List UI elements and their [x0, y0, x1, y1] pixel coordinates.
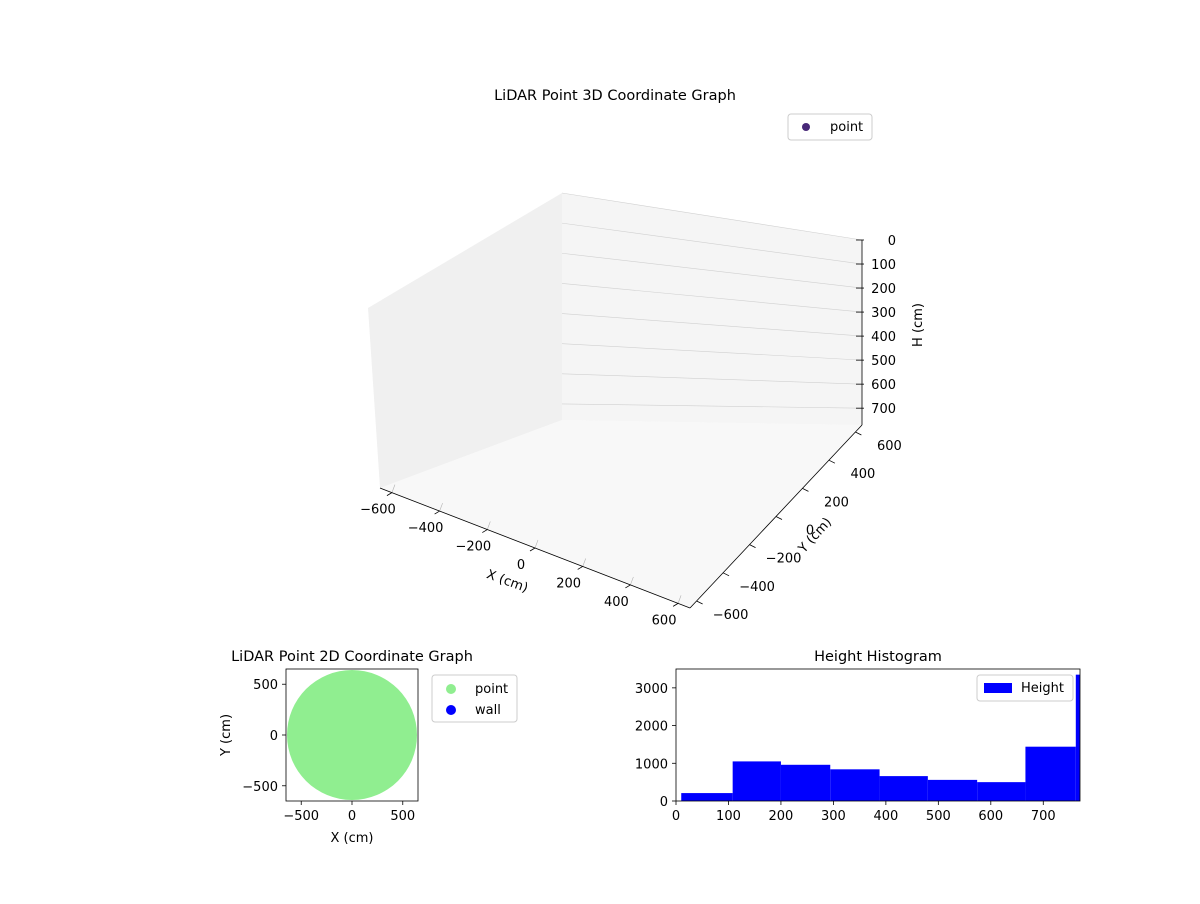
y-tick-label-hist: 1000	[635, 757, 668, 772]
histogram-bar	[780, 764, 831, 801]
x-tick-label-2d: 0	[348, 809, 356, 824]
x-tick-label: −400	[408, 521, 444, 536]
legend-3d: point	[787, 113, 873, 141]
y-tick-label-hist: 3000	[635, 682, 668, 697]
x-gridline	[439, 502, 443, 512]
x-tick-label-hist: 100	[716, 809, 741, 824]
chart-3d: LiDAR Point 3D Coordinate Graph −600 −400…	[360, 88, 926, 628]
y-tick-label: 400	[851, 467, 876, 482]
histogram-bar	[879, 776, 928, 801]
x-gridline	[677, 595, 682, 604]
x-gridline	[534, 539, 539, 549]
z-tick-label: 500	[871, 354, 896, 369]
y-tick-label-2d: 500	[253, 678, 278, 693]
y-tick-label: −200	[766, 552, 802, 567]
z-tick-label: 100	[871, 258, 896, 273]
x-tick-label: 600	[652, 613, 677, 628]
x-tick-label-2d: 500	[390, 809, 415, 824]
legend-wall-label-2d: wall	[475, 703, 501, 718]
chart-2d: LiDAR Point 2D Coordinate Graph −500 0 500…	[219, 649, 518, 846]
x-tick-label: 400	[604, 595, 629, 610]
chart-histogram: Height Histogram 0 100 200 300 400 500 600 7000…	[635, 649, 1081, 824]
y-tick-label-2d: −500	[242, 780, 278, 795]
legend-point-marker-2d	[446, 684, 456, 694]
legend-height-swatch	[984, 683, 1012, 693]
legend-point-label: point	[830, 120, 863, 135]
y-tick	[696, 600, 703, 605]
x-tick-label: −200	[455, 540, 491, 555]
x-tick	[482, 529, 488, 533]
x-tick-label-hist: 600	[978, 809, 1003, 824]
histogram-bar	[681, 793, 733, 801]
histogram-frame	[675, 668, 1081, 802]
x-tick-label-2d: −500	[283, 809, 319, 824]
z-tick-label: 400	[871, 330, 896, 345]
plot-2d-area: −500 0 500 −500 0 500	[242, 668, 419, 824]
wall-point-columns	[410, 197, 790, 533]
histogram-bar	[732, 761, 781, 801]
histogram-bar	[1025, 746, 1076, 801]
z-tick-label: 600	[871, 378, 896, 393]
y-tick	[722, 572, 730, 577]
y-axis-label: Y (cm)	[795, 515, 835, 557]
x-tick	[672, 603, 679, 607]
y-tick-label-2d: 0	[270, 729, 278, 744]
y-tick-label: 0	[806, 524, 814, 539]
y-tick-label: −400	[739, 580, 775, 595]
x-tick-label-hist: 0	[672, 809, 680, 824]
z-axis-label: H (cm)	[911, 303, 926, 347]
legend-wall-marker-2d	[446, 705, 456, 715]
histogram-plot-area: 0 100 200 300 400 500 600 700 0 1000 2000 3000	[635, 668, 1081, 824]
x-tick-label-hist: 700	[1031, 809, 1056, 824]
x-tick	[625, 584, 631, 589]
histogram-bar	[1075, 674, 1080, 801]
histogram-bar	[927, 779, 978, 801]
x-tick	[577, 566, 583, 570]
x-gridline	[630, 576, 634, 586]
legend-height-label: Height	[1021, 681, 1064, 696]
x-tick-label: 200	[556, 576, 581, 591]
x-tick	[529, 547, 536, 552]
z-tick-label: 700	[871, 402, 896, 417]
chart-2d-title: LiDAR Point 2D Coordinate Graph	[231, 649, 473, 665]
point-disc	[287, 670, 417, 800]
x-gridline	[487, 521, 491, 530]
x-tick-label-hist: 500	[926, 809, 951, 824]
legend-point-marker	[802, 123, 810, 131]
y-tick	[775, 516, 783, 520]
y-tick-label-hist: 2000	[635, 720, 668, 735]
y-tick-label: 200	[824, 495, 849, 510]
y-tick	[802, 487, 809, 492]
y-tick-label-hist: 0	[660, 795, 668, 810]
legend-point-label-2d: point	[475, 682, 508, 697]
y-tick-label: −600	[713, 608, 749, 623]
legend-2d: point wall	[431, 674, 518, 723]
y-tick	[749, 544, 756, 549]
z-tick-label: 300	[871, 306, 896, 321]
histogram-bar	[830, 769, 880, 801]
x-tick-label: −600	[360, 503, 396, 518]
x-tick	[434, 510, 440, 515]
histogram-title: Height Histogram	[814, 649, 942, 665]
x-tick-label-hist: 400	[873, 809, 898, 824]
y-tick-label: 600	[877, 439, 902, 454]
x-tick	[386, 492, 393, 496]
y-tick	[855, 431, 862, 436]
x-gridline	[391, 484, 396, 493]
x-tick-label-hist: 200	[769, 809, 794, 824]
y-axis-label-2d: Y (cm)	[219, 714, 234, 757]
x-gridline	[582, 558, 586, 567]
y-tick	[828, 459, 836, 464]
x-axis-label-2d: X (cm)	[331, 831, 374, 846]
z-tick-label: 200	[871, 282, 896, 297]
x-tick-label-hist: 300	[821, 809, 846, 824]
histogram-bar	[977, 782, 1026, 801]
legend-histogram: Height	[976, 674, 1074, 702]
x-tick-label: 0	[517, 558, 525, 573]
z-tick-label: 0	[888, 234, 896, 249]
chart-3d-title: LiDAR Point 3D Coordinate Graph	[494, 88, 736, 104]
